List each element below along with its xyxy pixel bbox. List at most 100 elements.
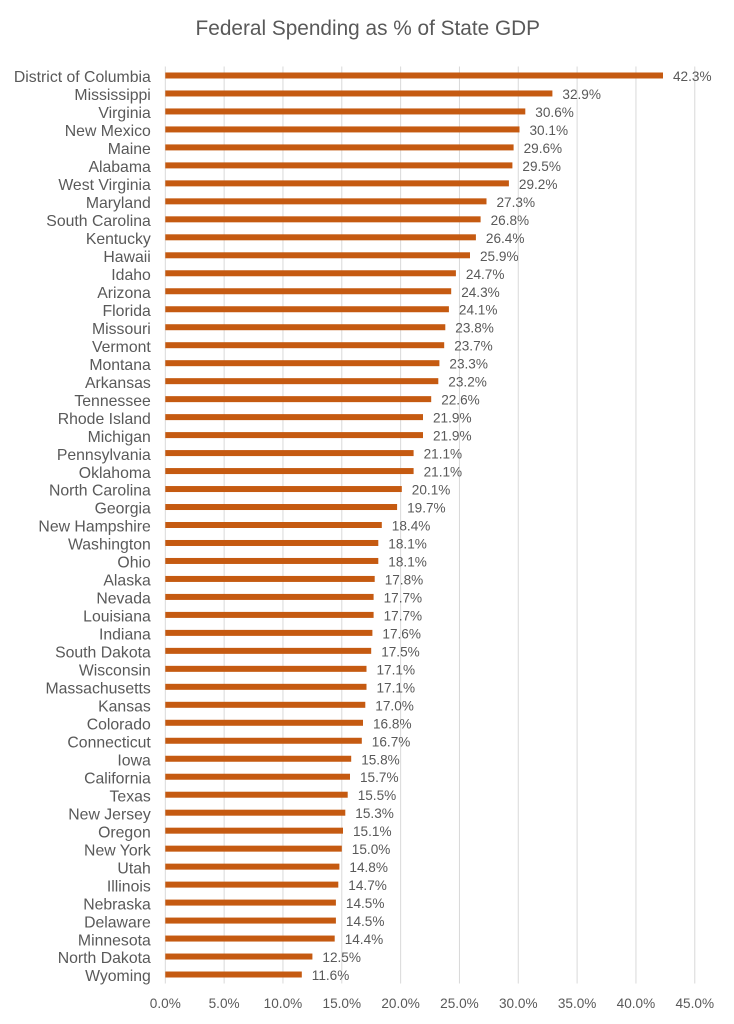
svg-text:19.7%: 19.7% <box>407 501 446 516</box>
svg-text:Arizona: Arizona <box>97 285 151 302</box>
svg-text:21.1%: 21.1% <box>424 465 463 480</box>
svg-text:North Carolina: North Carolina <box>49 483 151 500</box>
svg-text:South Carolina: South Carolina <box>46 213 151 230</box>
svg-text:Kansas: Kansas <box>98 699 151 716</box>
svg-text:Rhode Island: Rhode Island <box>58 411 151 428</box>
svg-text:24.1%: 24.1% <box>459 303 498 318</box>
svg-text:17.1%: 17.1% <box>377 680 416 695</box>
svg-text:45.0%: 45.0% <box>675 996 714 1011</box>
svg-text:26.8%: 26.8% <box>491 213 530 228</box>
svg-text:24.7%: 24.7% <box>466 267 505 282</box>
svg-text:17.8%: 17.8% <box>385 572 424 587</box>
svg-text:Texas: Texas <box>110 788 151 805</box>
svg-text:29.6%: 29.6% <box>524 141 563 156</box>
svg-text:Washington: Washington <box>68 537 151 554</box>
svg-text:Montana: Montana <box>89 357 151 374</box>
svg-text:17.7%: 17.7% <box>384 590 423 605</box>
svg-text:Delaware: Delaware <box>84 914 151 931</box>
svg-text:29.2%: 29.2% <box>519 177 558 192</box>
svg-text:Colorado: Colorado <box>87 716 151 733</box>
svg-text:New Jersey: New Jersey <box>68 806 151 823</box>
svg-text:17.0%: 17.0% <box>375 698 414 713</box>
svg-text:15.1%: 15.1% <box>353 824 392 839</box>
svg-text:18.1%: 18.1% <box>388 554 427 569</box>
svg-text:15.8%: 15.8% <box>361 752 400 767</box>
svg-text:23.2%: 23.2% <box>448 375 487 390</box>
svg-text:5.0%: 5.0% <box>209 996 240 1011</box>
svg-text:Indiana: Indiana <box>99 627 151 644</box>
svg-text:20.0%: 20.0% <box>381 996 420 1011</box>
svg-text:Louisiana: Louisiana <box>83 609 151 626</box>
svg-text:Connecticut: Connecticut <box>67 734 151 751</box>
svg-text:14.5%: 14.5% <box>346 914 385 929</box>
svg-text:15.5%: 15.5% <box>358 788 397 803</box>
svg-text:New Hampshire: New Hampshire <box>38 519 151 536</box>
svg-text:23.3%: 23.3% <box>449 357 488 372</box>
svg-text:Arkansas: Arkansas <box>85 375 151 392</box>
svg-text:Oregon: Oregon <box>98 824 151 841</box>
svg-text:17.5%: 17.5% <box>381 644 420 659</box>
svg-text:21.1%: 21.1% <box>424 447 463 462</box>
svg-text:Hawaii: Hawaii <box>103 249 150 266</box>
svg-text:27.3%: 27.3% <box>497 195 536 210</box>
svg-text:Maine: Maine <box>108 141 151 158</box>
svg-text:15.3%: 15.3% <box>355 806 394 821</box>
svg-text:Illinois: Illinois <box>107 878 151 895</box>
svg-text:Mississippi: Mississippi <box>74 87 150 104</box>
svg-text:Ohio: Ohio <box>117 555 151 572</box>
svg-text:New York: New York <box>84 842 151 859</box>
svg-text:18.1%: 18.1% <box>388 536 427 551</box>
svg-text:Vermont: Vermont <box>92 339 151 356</box>
svg-text:Oklahoma: Oklahoma <box>79 465 151 482</box>
svg-text:Michigan: Michigan <box>88 429 151 446</box>
svg-text:Iowa: Iowa <box>117 752 151 769</box>
svg-text:14.8%: 14.8% <box>349 860 388 875</box>
svg-text:New Mexico: New Mexico <box>65 123 151 140</box>
svg-text:Virginia: Virginia <box>98 105 151 122</box>
svg-text:Florida: Florida <box>103 303 151 320</box>
svg-text:10.0%: 10.0% <box>264 996 303 1011</box>
svg-text:Nevada: Nevada <box>96 591 151 608</box>
svg-text:Maryland: Maryland <box>86 195 151 212</box>
svg-text:North Dakota: North Dakota <box>58 950 151 967</box>
svg-text:20.1%: 20.1% <box>412 483 451 498</box>
svg-text:42.3%: 42.3% <box>673 69 712 84</box>
svg-text:30.6%: 30.6% <box>535 105 574 120</box>
svg-text:Idaho: Idaho <box>111 267 151 284</box>
svg-text:16.8%: 16.8% <box>373 716 412 731</box>
svg-text:Massachusetts: Massachusetts <box>45 681 150 698</box>
svg-text:24.3%: 24.3% <box>461 285 500 300</box>
svg-text:15.0%: 15.0% <box>323 996 362 1011</box>
svg-text:Utah: Utah <box>117 860 150 877</box>
svg-text:Kentucky: Kentucky <box>86 231 151 248</box>
svg-text:15.0%: 15.0% <box>352 842 391 857</box>
svg-text:22.6%: 22.6% <box>441 393 480 408</box>
svg-text:21.9%: 21.9% <box>433 429 472 444</box>
svg-text:West Virginia: West Virginia <box>58 177 151 194</box>
svg-text:29.5%: 29.5% <box>522 159 561 174</box>
svg-text:25.0%: 25.0% <box>440 996 479 1011</box>
svg-text:17.7%: 17.7% <box>384 608 423 623</box>
svg-text:14.5%: 14.5% <box>346 896 385 911</box>
svg-text:District of Columbia: District of Columbia <box>14 69 151 86</box>
svg-text:14.7%: 14.7% <box>348 878 387 893</box>
svg-text:25.9%: 25.9% <box>480 249 519 264</box>
svg-text:Minnesota: Minnesota <box>78 932 151 949</box>
svg-text:14.4%: 14.4% <box>345 932 384 947</box>
svg-text:30.1%: 30.1% <box>530 123 569 138</box>
svg-text:Wyoming: Wyoming <box>85 968 151 985</box>
svg-text:California: California <box>84 770 151 787</box>
svg-text:Pennsylvania: Pennsylvania <box>57 447 151 464</box>
svg-text:26.4%: 26.4% <box>486 231 525 246</box>
svg-text:21.9%: 21.9% <box>433 411 472 426</box>
svg-text:Wisconsin: Wisconsin <box>79 663 151 680</box>
svg-text:Georgia: Georgia <box>95 501 151 518</box>
svg-text:16.7%: 16.7% <box>372 734 411 749</box>
svg-text:Federal Spending as % of State: Federal Spending as % of State GDP <box>196 17 541 40</box>
svg-text:Nebraska: Nebraska <box>83 896 151 913</box>
svg-text:23.7%: 23.7% <box>454 339 493 354</box>
svg-text:18.4%: 18.4% <box>392 519 431 534</box>
svg-text:Tennessee: Tennessee <box>74 393 151 410</box>
svg-text:15.7%: 15.7% <box>360 770 399 785</box>
svg-text:Alabama: Alabama <box>88 159 151 176</box>
